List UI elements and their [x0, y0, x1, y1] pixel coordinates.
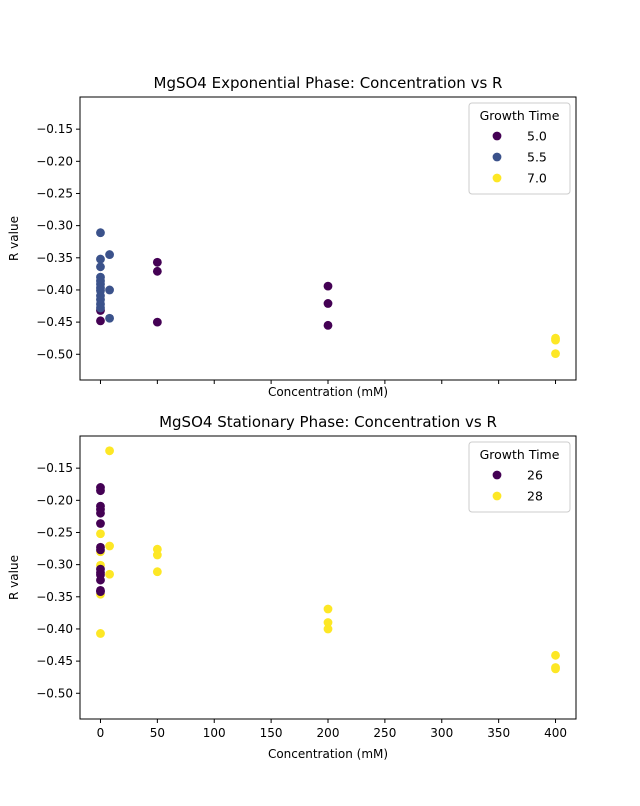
x-tick-label: 200: [317, 726, 340, 740]
legend-box: [468, 102, 571, 195]
y-tick-label: −0.15: [36, 122, 73, 136]
data-point: [105, 313, 114, 323]
legend-title: Growth Time: [480, 108, 560, 123]
x-axis-label: Concentration (mM): [268, 747, 388, 761]
data-point: [105, 285, 114, 295]
data-point: [96, 575, 105, 585]
x-axis-label: Concentration (mM): [268, 385, 388, 399]
y-tick-label: −0.15: [36, 461, 73, 475]
y-tick-label: −0.45: [36, 654, 73, 668]
data-point: [96, 629, 105, 638]
legend-marker: [492, 131, 502, 141]
y-tick-label: −0.35: [36, 590, 73, 604]
legend-marker: [492, 491, 502, 501]
data-point: [152, 257, 162, 267]
y-tick-label: −0.30: [36, 219, 73, 233]
data-point: [96, 529, 105, 539]
data-point: [152, 317, 162, 327]
y-tick-label: −0.20: [36, 493, 73, 507]
data-point: [323, 281, 333, 291]
data-point: [96, 262, 105, 272]
data-point: [96, 316, 105, 326]
data-point: [152, 567, 162, 577]
x-tick-label: 400: [544, 726, 567, 740]
data-point: [105, 250, 114, 259]
x-tick-label: 50: [150, 726, 165, 740]
y-tick-label: −0.25: [36, 525, 73, 539]
y-tick-label: −0.45: [36, 315, 73, 329]
data-point: [323, 624, 333, 634]
chart-title: MgSO4 Stationary Phase: Concentration vs…: [159, 413, 497, 431]
legend-entry-label: 7.0: [527, 171, 547, 186]
x-tick-label: 0: [97, 726, 105, 740]
y-tick-label: −0.20: [36, 154, 73, 168]
legend: Growth Time 5.0 5.5 7.0: [468, 102, 571, 195]
data-point: [323, 320, 333, 330]
x-tick-label: 250: [373, 726, 396, 740]
data-point: [105, 569, 114, 579]
data-point: [551, 349, 560, 359]
legend-marker: [492, 173, 502, 183]
x-tick-label: 300: [430, 726, 453, 740]
data-point: [96, 508, 105, 518]
data-point: [96, 519, 105, 528]
y-axis-label: R value: [7, 555, 21, 600]
legend-entry-label: 5.5: [527, 150, 547, 165]
legend: Growth Time 26 28: [468, 441, 571, 513]
y-tick-label: −0.50: [36, 686, 73, 700]
y-tick-label: −0.30: [36, 558, 73, 572]
y-tick-label: −0.50: [36, 347, 73, 361]
data-point: [551, 664, 560, 674]
data-point: [96, 254, 105, 264]
y-tick-label: −0.40: [36, 622, 73, 636]
y-tick-label: −0.40: [36, 283, 73, 297]
data-point: [96, 545, 105, 555]
data-point: [152, 266, 162, 276]
legend-marker: [492, 470, 502, 480]
data-point: [551, 650, 560, 660]
legend-entry-label: 5.0: [527, 129, 547, 144]
data-point: [96, 587, 105, 597]
x-tick-label: 100: [203, 726, 226, 740]
data-point: [96, 486, 105, 496]
legend-title: Growth Time: [480, 447, 560, 462]
legend-entry-label: 26: [527, 468, 543, 483]
data-point: [323, 604, 333, 614]
stationary-phase-panel: MgSO4 Stationary Phase: Concentration vs…: [7, 413, 577, 761]
data-point: [96, 228, 105, 238]
data-point: [323, 618, 333, 627]
data-point: [96, 303, 105, 313]
y-tick-label: −0.25: [36, 186, 73, 200]
data-point: [152, 550, 162, 560]
data-point: [105, 541, 114, 551]
legend-entry-label: 28: [527, 489, 543, 504]
x-tick-label: 350: [487, 726, 510, 740]
data-point: [105, 446, 114, 456]
y-tick-label: −0.35: [36, 251, 73, 265]
data-point: [551, 335, 560, 345]
exponential-phase-panel: MgSO4 Exponential Phase: Concentration v…: [7, 74, 577, 399]
chart-title: MgSO4 Exponential Phase: Concentration v…: [154, 74, 503, 92]
legend-marker: [492, 152, 502, 162]
y-axis-label: R value: [7, 216, 21, 261]
data-point: [323, 299, 333, 308]
x-tick-label: 150: [260, 726, 283, 740]
